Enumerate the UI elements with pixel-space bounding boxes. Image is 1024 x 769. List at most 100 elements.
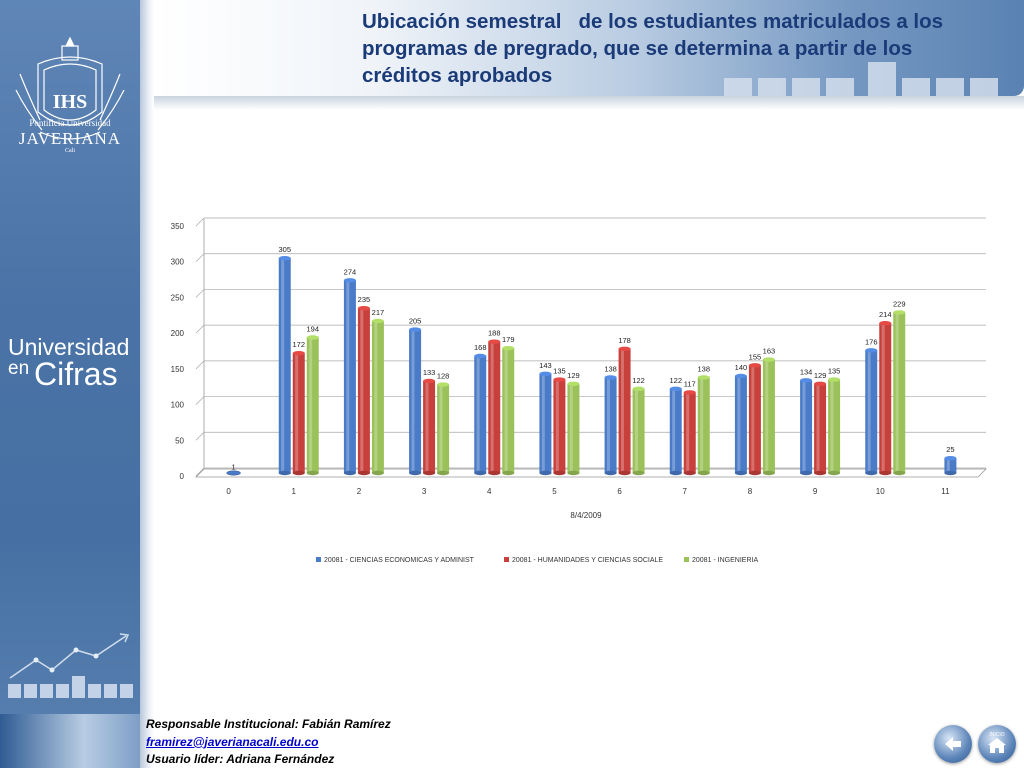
bar-base [814, 470, 827, 476]
bar-top [893, 310, 906, 315]
bar-base [734, 470, 747, 476]
bar [697, 377, 710, 473]
data-label: 133 [423, 368, 436, 377]
bar-base [618, 470, 631, 476]
back-button[interactable] [934, 725, 972, 763]
y-tick-label: 100 [171, 401, 185, 410]
bar-highlight [700, 377, 704, 473]
bar-highlight [411, 329, 415, 473]
data-label: 25 [946, 445, 954, 454]
bar-base [865, 470, 878, 476]
x-tick-label: 6 [617, 487, 622, 496]
bar-base [539, 470, 552, 476]
bar-top [879, 320, 892, 326]
x-tick-label: 7 [683, 487, 688, 496]
page-title: Ubicación semestral de los estudiantes m… [362, 10, 949, 87]
bar-highlight [281, 258, 285, 473]
data-label: 122 [669, 376, 682, 385]
bar [604, 377, 617, 473]
bar [632, 388, 645, 473]
bar [893, 312, 906, 473]
bar-top [944, 455, 957, 461]
bar-top [748, 363, 761, 368]
bar-base [879, 470, 892, 476]
bar-base [893, 470, 906, 476]
data-label: 138 [604, 364, 617, 373]
logo-line-3: Cali [65, 148, 75, 154]
gridline [195, 467, 986, 477]
x-tick-label: 5 [552, 487, 557, 496]
gridline [195, 253, 986, 262]
data-label: 155 [749, 352, 762, 361]
svg-text:IHS: IHS [53, 91, 87, 113]
header-bars-decoration [724, 62, 998, 96]
sidebar-bottom-band [0, 714, 140, 768]
legend-swatch [504, 557, 509, 562]
bar [437, 384, 450, 473]
data-label: 163 [763, 347, 776, 356]
bar-highlight [504, 348, 508, 473]
bar-highlight [946, 458, 950, 473]
bar [567, 383, 580, 473]
bar [226, 470, 241, 476]
bar-top [734, 373, 747, 379]
chart-grid [195, 217, 987, 478]
bar-highlight [765, 359, 769, 473]
legend-entry: 20081 - CIENCIAS ECONOMICAS Y ADMINIST [324, 557, 475, 564]
bar [734, 376, 747, 473]
y-tick-label: 300 [171, 258, 185, 267]
data-label: 135 [553, 367, 566, 376]
bar [865, 350, 878, 473]
bar-top [800, 378, 813, 383]
gridline [195, 324, 986, 334]
bar-top [865, 348, 878, 353]
bar-base [488, 470, 501, 476]
bar-base [567, 470, 580, 476]
bar-highlight [737, 376, 741, 473]
y-tick-label: 50 [175, 436, 184, 445]
bar [474, 356, 487, 473]
bar-top [539, 371, 552, 377]
data-label: 217 [372, 308, 385, 317]
logo-line-2: JAVERIANA [18, 129, 122, 148]
bar-top [437, 382, 450, 387]
home-icon: INICIO [988, 732, 1006, 753]
bar-highlight [895, 312, 899, 473]
home-button[interactable]: INICIO [978, 725, 1016, 763]
bar-highlight [672, 388, 676, 473]
bar [278, 258, 291, 473]
bar [502, 348, 515, 473]
bar-base [409, 470, 422, 476]
chart-floor [195, 468, 987, 478]
bar-highlight [816, 383, 820, 473]
x-tick-label: 4 [487, 487, 492, 496]
y-tick-label: 0 [180, 472, 185, 481]
bar-top [683, 390, 696, 395]
x-tick-label: 3 [422, 487, 427, 496]
data-label: 129 [814, 371, 827, 380]
data-label: 1 [231, 462, 235, 471]
email-link[interactable]: framirez@javerianacali.edu.co [146, 734, 319, 749]
bar [748, 365, 761, 473]
bar [539, 373, 552, 473]
bar-top [632, 386, 645, 392]
bar-highlight [490, 341, 494, 473]
bar-top [814, 381, 827, 387]
data-label: 188 [488, 329, 501, 338]
logo-line-1: Pontificia Universidad [29, 118, 111, 128]
bar-highlight [867, 350, 871, 473]
leader-text: Usuario líder: Adriana Fernández [146, 752, 335, 766]
bar-highlight [374, 321, 378, 473]
y-tick-label: 200 [171, 329, 185, 338]
legend-entry: 20081 - HUMANIDADES Y CIENCIAS SOCIALE [512, 557, 663, 564]
data-label: 143 [539, 361, 552, 370]
bar-highlight [830, 379, 834, 473]
bar-top [604, 375, 617, 380]
x-tick-label: 10 [876, 487, 885, 496]
legend-entry: 20081 - INGENIERIA [692, 557, 758, 564]
gridline [195, 396, 986, 405]
y-tick-label: 150 [171, 365, 185, 374]
gridline [195, 217, 986, 227]
data-label: 122 [632, 376, 645, 385]
x-tick-label: 11 [941, 487, 950, 496]
